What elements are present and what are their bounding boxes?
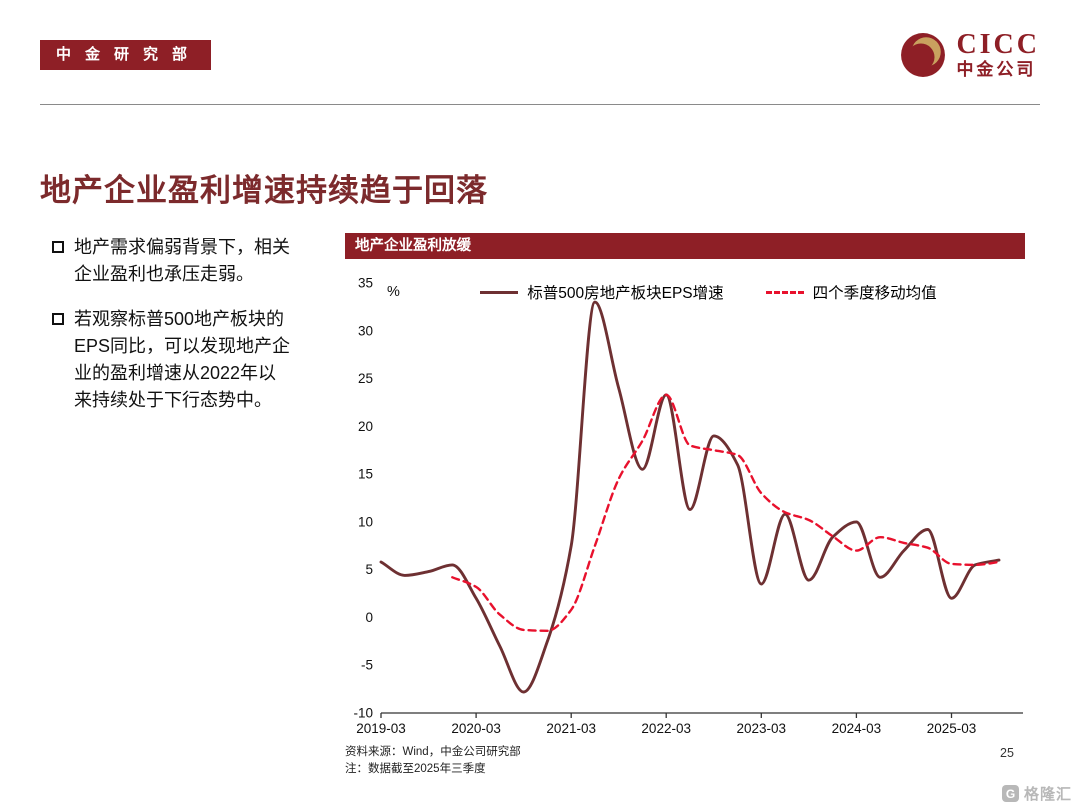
y-axis-unit-label: % bbox=[387, 284, 400, 300]
footnotes: 资料来源：Wind，中金公司研究部 注：数据截至2025年三季度 bbox=[345, 744, 521, 777]
svg-text:2022-03: 2022-03 bbox=[641, 721, 691, 736]
svg-text:25: 25 bbox=[358, 371, 373, 386]
cicc-brand-cn: 中金公司 bbox=[956, 60, 1037, 80]
legend-label: 四个季度移动均值 bbox=[812, 285, 937, 302]
eps-growth-chart: -10 -5 0 5 10 15 20 25 30 35 2019-03 2020-03 2021-03… bbox=[345, 259, 1025, 741]
svg-text:-5: -5 bbox=[361, 658, 373, 673]
svg-text:10: 10 bbox=[358, 514, 373, 529]
svg-text:2021-03: 2021-03 bbox=[546, 721, 596, 736]
svg-text:2025-03: 2025-03 bbox=[927, 721, 977, 736]
legend-item-moving-average: 四个季度移动均值 bbox=[765, 281, 937, 303]
bullet-list: 地产需求偏弱背景下，相关企业盈利也承压走弱。 若观察标普500地产板块的EPS同… bbox=[52, 234, 298, 432]
svg-text:20: 20 bbox=[358, 419, 373, 434]
chart-panel-title: 地产企业盈利放缓 bbox=[355, 238, 471, 254]
footnote-source: 资料来源：Wind，中金公司研究部 bbox=[345, 746, 521, 758]
bullet-item: 若观察标普500地产板块的EPS同比，可以发现地产企业的盈利增速从2022年以来… bbox=[52, 306, 298, 414]
bullet-square-icon bbox=[52, 241, 64, 253]
svg-text:2023-03: 2023-03 bbox=[737, 721, 787, 736]
footnote-note: 注：数据截至2025年三季度 bbox=[345, 762, 486, 775]
svg-text:15: 15 bbox=[358, 467, 373, 482]
svg-text:2024-03: 2024-03 bbox=[832, 721, 882, 736]
research-dept-badge: 中金研究部 bbox=[40, 40, 212, 70]
svg-text:5: 5 bbox=[365, 562, 373, 577]
legend-label: 标普500房地产板块EPS增速 bbox=[527, 285, 724, 302]
svg-text:30: 30 bbox=[358, 323, 373, 338]
cicc-brand: CICC bbox=[956, 29, 1040, 60]
dashed-line-swatch-icon bbox=[765, 290, 804, 294]
svg-text:0: 0 bbox=[365, 610, 373, 625]
page-title: 地产企业盈利增速持续趋于回落 bbox=[40, 172, 488, 208]
chart-legend: % 标普500房地产板块EPS增速 四个季度移动均值 bbox=[387, 281, 1017, 303]
svg-text:2019-03: 2019-03 bbox=[356, 721, 406, 736]
cicc-logo-icon bbox=[901, 32, 946, 77]
page-number: 25 bbox=[1000, 746, 1014, 760]
chart-canvas: -10 -5 0 5 10 15 20 25 30 35 2019-03 2020-03 2021-03… bbox=[353, 276, 1023, 736]
svg-text:35: 35 bbox=[358, 276, 373, 291]
legend-item-eps-growth: 标普500房地产板块EPS增速 bbox=[480, 281, 724, 303]
cicc-logo: CICC 中金公司 bbox=[900, 30, 1040, 79]
bullet-text: 若观察标普500地产板块的EPS同比，可以发现地产企业的盈利增速从2022年以来… bbox=[74, 309, 291, 410]
chart-panel-header: 地产企业盈利放缓 bbox=[345, 233, 1025, 259]
solid-line-swatch-icon bbox=[480, 290, 519, 294]
svg-text:-10: -10 bbox=[353, 706, 373, 721]
cicc-logo-text: CICC 中金公司 bbox=[956, 30, 1040, 79]
bullet-item: 地产需求偏弱背景下，相关企业盈利也承压走弱。 bbox=[52, 234, 298, 288]
gelonghui-watermark-text: 格隆汇 bbox=[1023, 786, 1072, 803]
svg-text:2020-03: 2020-03 bbox=[451, 721, 501, 736]
legend-items: 标普500房地产板块EPS增速 四个季度移动均值 bbox=[480, 281, 937, 303]
gelonghui-logo-icon: G bbox=[1001, 785, 1019, 802]
header-divider bbox=[40, 104, 1040, 105]
gelonghui-watermark: G 格隆汇 bbox=[1001, 783, 1072, 804]
bullet-text: 地产需求偏弱背景下，相关企业盈利也承压走弱。 bbox=[74, 237, 290, 284]
bullet-square-icon bbox=[52, 313, 64, 325]
